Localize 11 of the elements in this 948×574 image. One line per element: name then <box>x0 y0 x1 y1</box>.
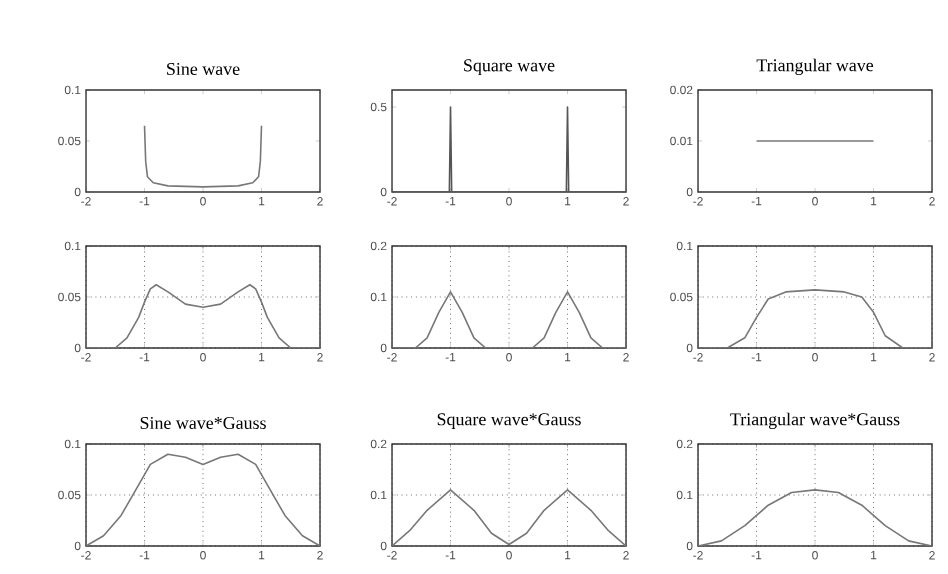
chart-title: Triangular wave <box>756 58 874 75</box>
line-series <box>86 453 321 546</box>
line-series <box>698 489 933 546</box>
line-series <box>86 283 321 348</box>
line-series <box>698 289 933 348</box>
chart-title: Square wave <box>464 59 555 75</box>
chart-title: Triangular wave*Gauss <box>730 412 900 430</box>
chart-title: Sine wave <box>167 62 240 76</box>
line-series <box>143 124 263 188</box>
chart-title: Square wave*Gauss <box>437 413 581 429</box>
chart-title: Sine wave*Gauss <box>140 416 266 430</box>
